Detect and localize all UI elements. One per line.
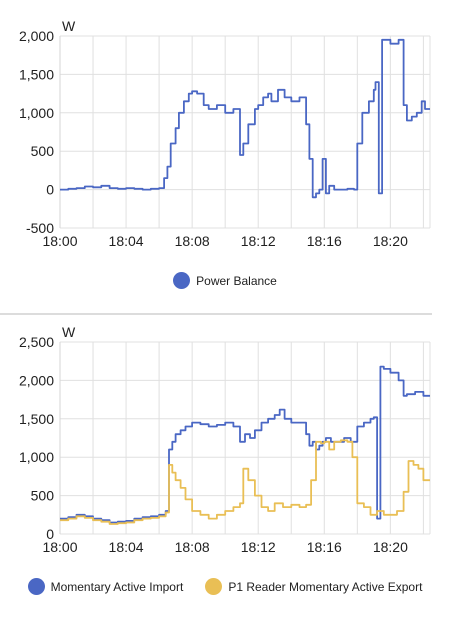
x-tick-label: 18:16: [307, 539, 342, 555]
y-unit-label: W: [62, 18, 76, 34]
legend-label-power-balance: Power Balance: [196, 273, 277, 288]
y-tick-label: 0: [46, 526, 54, 542]
x-tick-label: 18:20: [373, 539, 408, 555]
y-tick-label: 500: [31, 143, 55, 159]
y-tick-label: -500: [26, 220, 54, 236]
x-tick-label: 18:16: [307, 233, 342, 249]
x-tick-label: 18:00: [42, 233, 77, 249]
legend-swatch-power-balance: [173, 272, 191, 289]
y-tick-label: 2,000: [19, 372, 54, 388]
series-line-momentary-active-import: [60, 365, 430, 524]
y-unit-label: W: [62, 324, 76, 340]
power-balance-legend: Power Balance: [0, 272, 450, 289]
x-tick-label: 18:20: [373, 233, 408, 249]
y-tick-label: 1,500: [19, 411, 54, 427]
x-tick-label: 18:04: [109, 233, 144, 249]
x-tick-label: 18:08: [175, 233, 210, 249]
chart-divider: [0, 313, 432, 315]
legend-item-p1-reader-export[interactable]: P1 Reader Momentary Active Export: [205, 578, 422, 595]
legend-item-momentary-active-import[interactable]: Momentary Active Import: [27, 578, 184, 595]
power-balance-chart: -500 0 500 1,000 1,500 2,000 18:00 18:04 18:08 18…: [0, 0, 450, 305]
y-tick-label: 1,500: [19, 66, 54, 82]
active-import-export-chart: 0 500 1,000 1,500 2,000 2,500 18:00 18:04 18:08 1…: [0, 310, 450, 620]
legend-label-p1-reader-export: P1 Reader Momentary Active Export: [228, 579, 423, 594]
y-tick-label: 1,000: [19, 449, 54, 465]
series-line-p1-reader-momentary-active-export: [60, 439, 430, 525]
y-tick-label: 500: [31, 488, 55, 504]
legend-item-power-balance[interactable]: Power Balance: [173, 272, 277, 289]
series-line-power-balance: [60, 38, 430, 199]
y-tick-label: 2,000: [19, 28, 54, 44]
x-tick-label: 18:12: [241, 233, 276, 249]
x-tick-label: 18:08: [175, 539, 210, 555]
legend-swatch-p1-reader-export: [205, 578, 223, 595]
x-tick-label: 18:12: [241, 539, 276, 555]
x-tick-label: 18:04: [109, 539, 144, 555]
power-balance-plot: -500 0 500 1,000 1,500 2,000 18:00 18:04 18:08 18…: [19, 18, 431, 249]
y-tick-label: 0: [46, 182, 54, 198]
active-import-export-plot: 0 500 1,000 1,500 2,000 2,500 18:00 18:04 18:08 1…: [19, 324, 431, 555]
legend-swatch-momentary-active-import: [27, 578, 45, 595]
import-export-legend: Momentary Active Import P1 Reader Moment…: [0, 578, 450, 595]
x-tick-label: 18:00: [42, 539, 77, 555]
y-tick-label: 2,500: [19, 334, 54, 350]
legend-label-momentary-active-import: Momentary Active Import: [50, 579, 184, 594]
y-tick-label: 1,000: [19, 105, 54, 121]
